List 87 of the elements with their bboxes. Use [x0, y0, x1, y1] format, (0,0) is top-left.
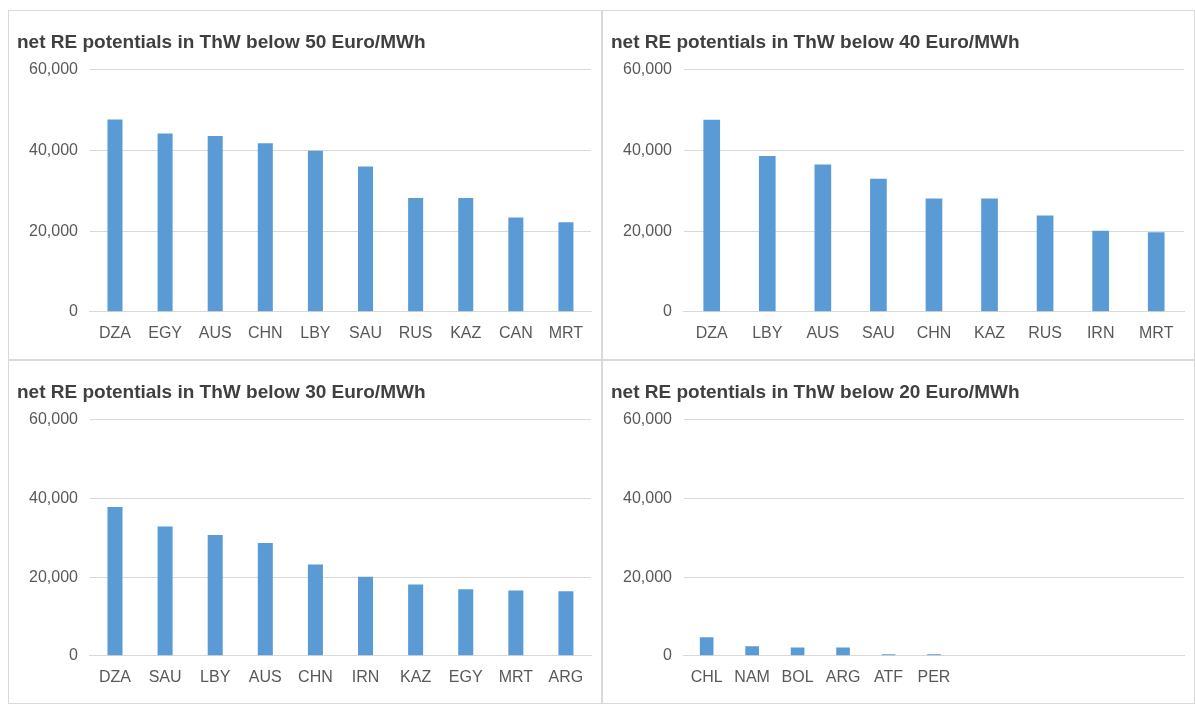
y-tick-label: 0 [69, 302, 79, 320]
y-tick-label: 20,000 [29, 221, 79, 239]
bar [257, 542, 273, 656]
bar [925, 198, 943, 312]
bar [836, 647, 850, 656]
x-tick-label: SAU [861, 323, 895, 341]
bar [703, 119, 721, 312]
y-tick-label: 0 [69, 646, 79, 664]
bar [307, 150, 323, 312]
x-tick-label: LBY [200, 667, 231, 685]
x-tick-label: AUS [198, 323, 232, 341]
y-tick-label: 40,000 [623, 488, 673, 506]
x-tick-label: MRT [548, 323, 584, 341]
y-tick-label: 60,000 [623, 60, 673, 78]
bar [1036, 215, 1054, 312]
bar [358, 576, 374, 656]
x-tick-label: DZA [695, 323, 729, 341]
bar [699, 637, 714, 656]
x-tick-label: AUS [248, 667, 282, 685]
x-tick-label: DZA [98, 667, 132, 685]
x-tick-label: ARG [825, 667, 861, 685]
x-tick-label: MRT [498, 667, 534, 685]
bar [358, 166, 374, 312]
bar [558, 591, 574, 656]
bar [307, 564, 323, 656]
y-tick-label: 40,000 [623, 140, 673, 158]
bar [1147, 232, 1165, 312]
x-tick-label: KAZ [400, 667, 432, 685]
x-tick-label: RUS [398, 323, 433, 341]
x-tick-label: CAN [498, 323, 533, 341]
bar [408, 198, 424, 312]
x-tick-label: ATF [873, 667, 904, 685]
y-tick-label: 0 [663, 302, 673, 320]
chart-title: net RE potentials in ThW below 40 Euro/MWh [611, 30, 1020, 52]
x-tick-label: RUS [1028, 323, 1062, 341]
y-tick-label: 0 [663, 646, 673, 664]
x-tick-label: KAZ [450, 323, 482, 341]
x-tick-label: AUS [806, 323, 840, 341]
bar [758, 156, 776, 312]
y-tick-label: 20,000 [623, 567, 673, 585]
x-tick-label: EGY [448, 667, 483, 685]
x-tick-label: DZA [98, 323, 132, 341]
y-tick-label: 40,000 [29, 140, 79, 158]
bar [257, 143, 273, 312]
x-tick-label: LBY [300, 323, 331, 341]
x-tick-label: SAU [349, 323, 382, 341]
chart-title: net RE potentials in ThW below 50 Euro/MWh [17, 30, 426, 52]
x-tick-label: PER [917, 667, 951, 685]
chart-title: net RE potentials in ThW below 30 Euro/MWh [17, 380, 426, 402]
x-tick-label: CHL [690, 667, 723, 685]
bar [107, 119, 123, 312]
y-tick-label: 60,000 [623, 410, 673, 428]
x-tick-label: CHN [916, 323, 952, 341]
bar [814, 164, 832, 312]
y-tick-label: 40,000 [29, 488, 79, 506]
x-tick-label: LBY [752, 323, 783, 341]
bar [508, 217, 524, 312]
x-tick-label: SAU [148, 667, 182, 685]
bar [408, 584, 424, 656]
x-tick-label: NAM [734, 667, 770, 685]
bar [157, 133, 173, 312]
bar [207, 135, 223, 312]
bar [107, 507, 123, 656]
y-tick-label: 20,000 [29, 567, 79, 585]
bar [981, 198, 998, 312]
bar [458, 198, 474, 312]
x-tick-label: EGY [148, 323, 183, 341]
x-tick-label: CHN [298, 667, 333, 685]
x-tick-label: IRN [351, 667, 380, 685]
x-tick-label: IRN [1086, 323, 1115, 341]
chart-title: net RE potentials in ThW below 20 Euro/MWh [611, 380, 1020, 402]
bar [870, 178, 887, 312]
bar [745, 646, 759, 656]
bar [558, 222, 574, 312]
y-tick-label: 20,000 [623, 221, 673, 239]
x-tick-label: KAZ [973, 323, 1006, 341]
bar [157, 526, 173, 656]
y-tick-label: 60,000 [29, 60, 79, 78]
x-tick-label: MRT [1139, 323, 1174, 341]
bar [1092, 230, 1109, 312]
bar [458, 589, 474, 656]
x-tick-label: ARG [548, 667, 584, 685]
bar [207, 535, 223, 656]
y-tick-label: 60,000 [29, 410, 79, 428]
x-tick-label: BOL [781, 667, 814, 685]
x-tick-label: CHN [247, 323, 283, 341]
bar [508, 590, 524, 656]
